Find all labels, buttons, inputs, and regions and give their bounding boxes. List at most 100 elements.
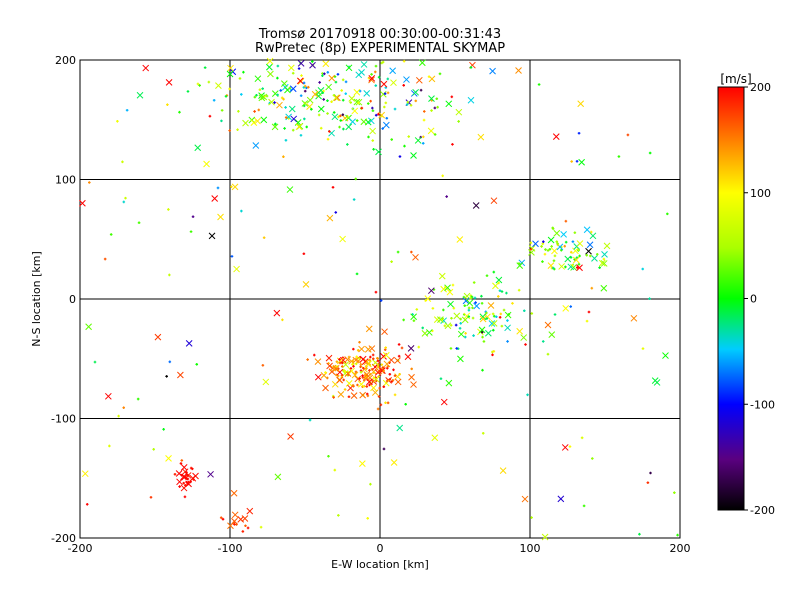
data-point-dot — [386, 77, 390, 81]
data-point-cross — [477, 133, 485, 141]
data-point-dot — [228, 87, 231, 91]
data-point-dot — [238, 77, 242, 80]
data-point-cross — [583, 226, 591, 234]
data-point-dot — [430, 109, 433, 112]
data-point-dot — [233, 523, 236, 526]
data-point-dot — [323, 72, 326, 76]
data-point-dot — [435, 97, 439, 101]
data-point-dot — [537, 83, 541, 86]
data-point-dot — [368, 383, 371, 387]
data-point-dot — [356, 348, 360, 352]
data-point-dot — [442, 308, 445, 312]
x-tick-label: -200 — [68, 542, 93, 555]
data-point-dot — [382, 385, 386, 389]
data-point-dot — [182, 481, 185, 485]
data-point-dot — [467, 306, 471, 310]
data-point-cross — [365, 325, 373, 333]
data-point-cross — [227, 64, 234, 72]
data-point-dot — [495, 315, 498, 319]
data-point-cross — [290, 115, 298, 123]
data-point-dot — [369, 355, 372, 359]
data-point-cross — [317, 105, 325, 113]
data-point-dot — [459, 317, 462, 321]
data-point-dot — [666, 212, 669, 216]
data-point-cross — [472, 202, 480, 209]
data-point-dot — [529, 241, 533, 245]
data-point-cross — [252, 142, 260, 149]
data-point-dot — [173, 472, 177, 476]
data-point-dot — [228, 129, 231, 132]
data-point-dot — [347, 395, 351, 399]
grid-lines — [80, 60, 680, 538]
data-point-dot — [491, 353, 494, 357]
data-point-dot — [648, 297, 651, 300]
data-point-dot — [165, 375, 168, 378]
colorbar-tick-label: 200 — [750, 81, 771, 94]
data-point-dot — [590, 286, 594, 290]
data-point-dot — [302, 81, 306, 85]
data-point-dot — [526, 393, 529, 397]
data-point-cross — [208, 232, 216, 240]
data-point-dot — [302, 252, 306, 256]
data-point-cross — [360, 118, 368, 126]
data-point-dot — [506, 340, 509, 343]
data-point-dot — [638, 532, 641, 536]
data-point-cross — [241, 515, 249, 522]
chart-subtitle: RwPretec (8p) EXPERIMENTAL SKYMAP — [255, 41, 505, 56]
data-point-dot — [347, 355, 351, 359]
data-point-dot — [412, 319, 416, 323]
data-point-dot — [377, 112, 380, 116]
data-point-cross — [154, 333, 162, 341]
data-point-dot — [386, 91, 390, 95]
data-point-dot — [276, 93, 279, 97]
data-point-cross — [576, 240, 584, 247]
data-point-dot — [580, 436, 584, 440]
data-point-dot — [376, 407, 380, 411]
data-point-cross — [427, 127, 435, 135]
data-point-dot — [359, 365, 362, 369]
data-point-dot — [284, 138, 288, 142]
data-point-dot — [280, 96, 284, 100]
data-point-dot — [186, 474, 190, 477]
data-point-cross — [600, 260, 608, 267]
data-point-dot — [346, 116, 350, 119]
colorbar-tick-label: -100 — [750, 398, 775, 411]
data-point-dot — [369, 482, 372, 486]
data-point-cross — [457, 355, 464, 363]
data-point-cross — [211, 195, 219, 202]
data-point-dot — [506, 319, 509, 322]
data-point-dot — [396, 250, 400, 254]
data-point-dot — [419, 88, 423, 92]
data-point-dot — [617, 155, 621, 158]
data-point-cross — [280, 80, 288, 87]
data-point-dot — [191, 215, 195, 219]
data-point-dot — [384, 401, 387, 405]
data-point-dot — [585, 319, 589, 323]
data-point-cross — [309, 61, 316, 69]
data-point-dot — [349, 101, 353, 104]
data-point-dot — [162, 428, 165, 431]
data-point-dot — [230, 255, 234, 258]
data-point-dot — [317, 113, 321, 117]
data-point-dot — [167, 208, 170, 211]
data-point-cross — [408, 373, 415, 381]
data-point-dot — [300, 74, 303, 77]
data-point-cross — [351, 371, 359, 379]
data-point-dot — [451, 143, 454, 146]
data-point-cross — [322, 384, 329, 392]
data-point-dot — [168, 360, 172, 364]
data-point-dot — [573, 231, 577, 234]
data-point-cross — [177, 371, 184, 379]
data-point-dot — [410, 250, 413, 254]
data-point-dot — [180, 459, 184, 462]
data-point-dot — [374, 64, 378, 68]
data-point-dot — [311, 60, 314, 63]
data-point-dot — [480, 302, 484, 305]
data-point-dot — [351, 384, 355, 387]
data-point-cross — [325, 83, 332, 91]
data-point-dot — [344, 92, 348, 95]
data-point-cross — [412, 88, 420, 96]
data-point-cross — [353, 88, 361, 96]
data-point-dot — [499, 312, 503, 316]
data-point-dot — [258, 88, 262, 92]
